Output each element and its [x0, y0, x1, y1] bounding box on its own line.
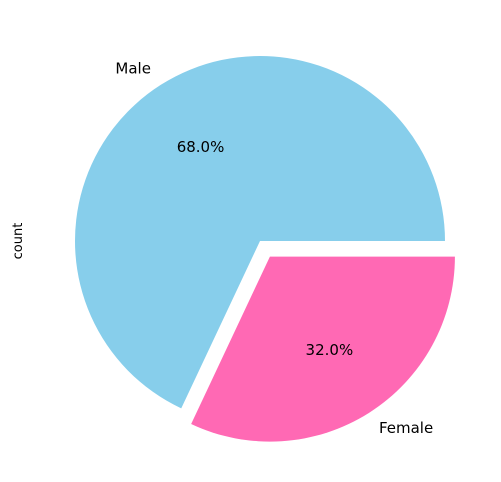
pie-labels: Male 68.0% Female 32.0% — [115, 60, 433, 437]
slice-label-male: Male — [115, 60, 151, 78]
pie-slice-female — [191, 256, 455, 442]
percent-label-male: 68.0% — [177, 138, 225, 156]
y-axis-label: count — [11, 223, 26, 260]
pie-slices — [75, 55, 455, 442]
pie-slice-male — [75, 55, 445, 409]
percent-label-female: 32.0% — [306, 341, 354, 359]
slice-label-female: Female — [379, 419, 433, 437]
